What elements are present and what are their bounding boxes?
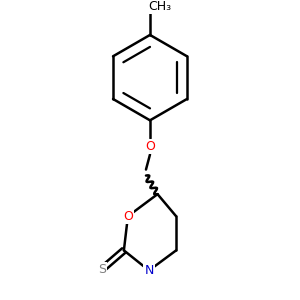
Text: N: N: [144, 264, 154, 277]
Text: O: O: [145, 140, 155, 153]
Text: CH₃: CH₃: [148, 0, 172, 13]
Text: O: O: [123, 210, 133, 223]
Text: S: S: [98, 263, 106, 276]
